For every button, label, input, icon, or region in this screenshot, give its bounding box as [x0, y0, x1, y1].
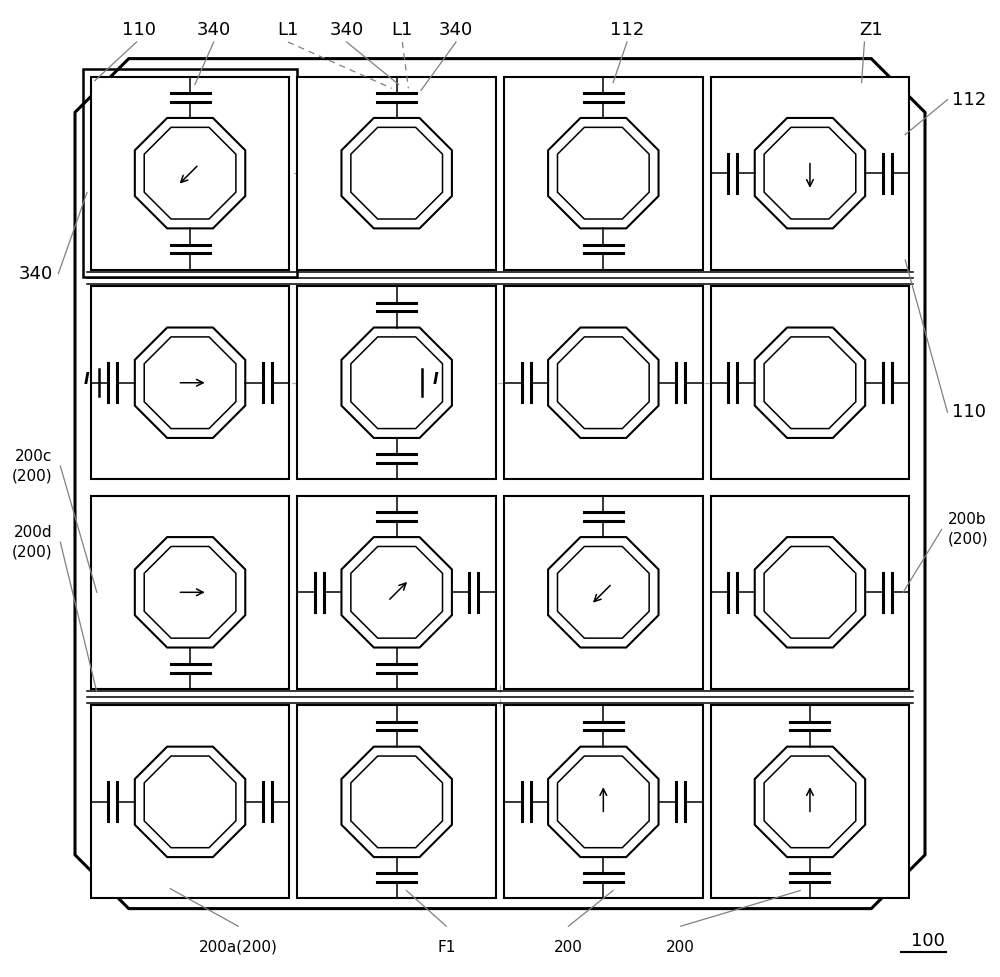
Bar	[91, 705, 289, 898]
Polygon shape	[351, 127, 443, 219]
Polygon shape	[341, 327, 452, 438]
Text: 340: 340	[439, 21, 473, 39]
Text: 200a(200): 200a(200)	[199, 940, 278, 955]
Polygon shape	[548, 537, 659, 648]
Text: 200: 200	[554, 940, 583, 955]
Bar	[91, 77, 289, 270]
Polygon shape	[764, 546, 856, 638]
Polygon shape	[548, 746, 659, 857]
Polygon shape	[351, 337, 443, 429]
Polygon shape	[135, 118, 245, 229]
Polygon shape	[144, 546, 236, 638]
Polygon shape	[351, 756, 443, 848]
Polygon shape	[764, 756, 856, 848]
Polygon shape	[341, 118, 452, 229]
Bar	[711, 496, 909, 689]
Bar	[711, 286, 909, 479]
Bar	[297, 705, 496, 898]
Bar	[83, 69, 297, 277]
Bar	[297, 286, 496, 479]
Text: 340: 340	[329, 21, 364, 39]
Text: 200b: 200b	[947, 512, 986, 528]
Bar	[504, 705, 703, 898]
Polygon shape	[548, 118, 659, 229]
Text: 100: 100	[911, 932, 945, 950]
Text: 112: 112	[952, 91, 987, 108]
Polygon shape	[351, 546, 443, 638]
Polygon shape	[557, 756, 649, 848]
Polygon shape	[755, 118, 865, 229]
Polygon shape	[135, 327, 245, 438]
Text: F1: F1	[437, 940, 455, 955]
Polygon shape	[548, 327, 659, 438]
Polygon shape	[341, 746, 452, 857]
Polygon shape	[764, 127, 856, 219]
Text: (200): (200)	[947, 531, 988, 547]
Text: (200): (200)	[12, 468, 53, 484]
Text: 340: 340	[197, 21, 231, 39]
Text: L1: L1	[392, 21, 413, 39]
Polygon shape	[755, 327, 865, 438]
Text: 110: 110	[952, 404, 986, 421]
Text: 112: 112	[610, 21, 644, 39]
Bar	[504, 77, 703, 270]
Text: I: I	[83, 372, 89, 387]
Polygon shape	[144, 337, 236, 429]
Polygon shape	[135, 537, 245, 648]
Bar	[711, 77, 909, 270]
Polygon shape	[144, 756, 236, 848]
Bar	[504, 286, 703, 479]
Text: 200: 200	[666, 940, 695, 955]
Text: L1: L1	[277, 21, 299, 39]
Polygon shape	[764, 337, 856, 429]
Polygon shape	[144, 127, 236, 219]
Polygon shape	[755, 537, 865, 648]
Text: (200): (200)	[12, 544, 53, 560]
Bar	[91, 496, 289, 689]
Text: Z1: Z1	[859, 21, 883, 39]
Bar	[297, 496, 496, 689]
Bar	[504, 496, 703, 689]
Text: I: I	[432, 372, 438, 387]
Polygon shape	[341, 537, 452, 648]
Text: 200c: 200c	[15, 448, 53, 464]
Polygon shape	[557, 546, 649, 638]
Polygon shape	[557, 337, 649, 429]
Text: 340: 340	[18, 265, 53, 282]
Bar	[711, 705, 909, 898]
Polygon shape	[135, 746, 245, 857]
Bar	[297, 77, 496, 270]
Polygon shape	[755, 746, 865, 857]
Polygon shape	[557, 127, 649, 219]
Polygon shape	[75, 59, 925, 909]
Text: 200d: 200d	[14, 525, 53, 540]
Bar	[91, 286, 289, 479]
Text: 110: 110	[122, 21, 156, 39]
